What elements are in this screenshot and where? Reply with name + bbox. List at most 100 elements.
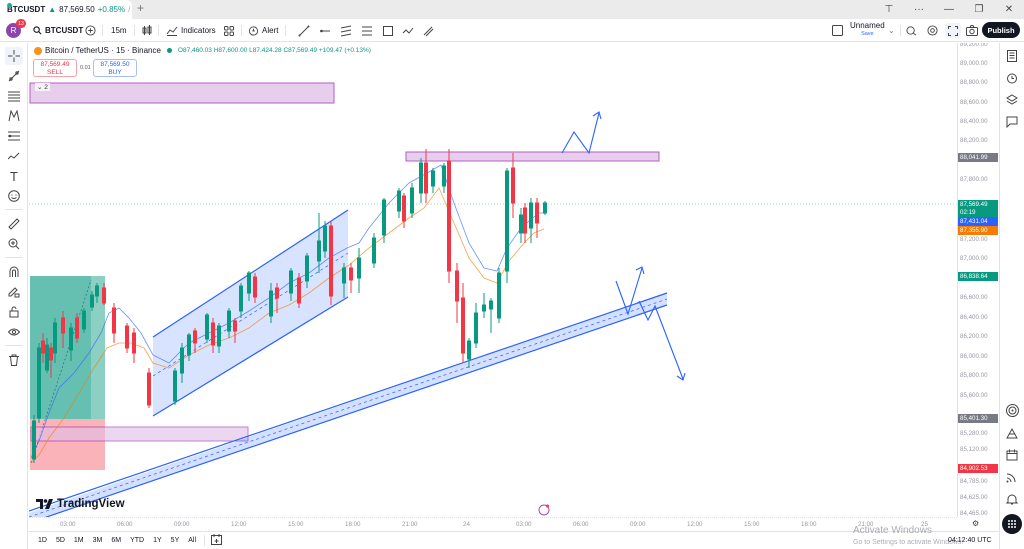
utc-clock[interactable]: 04:12:40 UTC (948, 537, 992, 544)
rectangle-button[interactable] (382, 23, 394, 38)
fib-button[interactable] (361, 23, 373, 38)
pin-icon[interactable]: ⊤ (884, 4, 894, 15)
symbol-search-button[interactable]: BTCUSDT (33, 23, 83, 38)
fib-tool[interactable] (5, 87, 23, 105)
time-label: 15:00 (288, 521, 304, 528)
screener-button[interactable] (1004, 402, 1020, 418)
snapshot-button[interactable] (966, 23, 978, 38)
scale-settings-button[interactable]: ⚙ (972, 519, 979, 528)
object-tree-button[interactable] (1004, 92, 1020, 108)
range-3m[interactable]: 3M (92, 537, 103, 544)
range-all[interactable]: All (188, 537, 197, 544)
streams-button[interactable] (1004, 469, 1020, 485)
zoom-in-tool[interactable] (5, 235, 23, 253)
fib-icon (8, 91, 20, 102)
spread-value: 0.01 (80, 65, 91, 71)
buy-label: BUY (108, 69, 122, 76)
time-scale[interactable]: 03:00 06:00 09:00 12:00 15:00 18:00 21:0… (29, 517, 957, 531)
support-price-tag: 85,401.30 (958, 414, 998, 423)
ideas-button[interactable] (1004, 425, 1020, 441)
interval-button[interactable]: 15m (111, 26, 127, 35)
range-1d[interactable]: 1D (38, 537, 47, 544)
range-5d[interactable]: 5D (55, 537, 65, 544)
range-6m[interactable]: 6M (111, 537, 122, 544)
range-5y[interactable]: 5Y (170, 537, 180, 544)
restore-button[interactable]: ❐ (974, 4, 984, 15)
range-1m[interactable]: 1M (73, 537, 84, 544)
time-label: 15:00 (744, 521, 760, 528)
chat-icon (1006, 116, 1018, 128)
lock-tool[interactable] (5, 303, 23, 321)
alarm-icon (248, 26, 259, 36)
legend-collapse-toggle[interactable]: ⌄ 2 (35, 83, 50, 91)
parallel-channel-button[interactable] (340, 23, 352, 38)
sell-label: SELL (47, 69, 63, 76)
pattern-tool[interactable] (5, 107, 23, 125)
target-icon (1005, 403, 1019, 417)
trend-line-tool[interactable] (5, 67, 23, 85)
more-icon[interactable]: ··· (914, 4, 924, 15)
time-label: 03:00 (60, 521, 76, 528)
browser-tab[interactable]: BTCUSDT ▲ 87,569.50 +0.85% / U (0, 0, 132, 19)
price-scale[interactable]: 89,200.00 89,000.00 88,800.00 88,600.00 … (957, 43, 999, 517)
remove-tool[interactable] (5, 351, 23, 369)
trend-line-button[interactable] (298, 23, 310, 38)
buy-button[interactable]: 87,569.50 BUY (93, 59, 137, 77)
magnet-tool[interactable] (5, 263, 23, 281)
price-label: 88,400.00 (960, 118, 988, 125)
minimize-button[interactable]: — (944, 4, 954, 15)
price-label: 84,625.00 (960, 494, 988, 501)
compare-button[interactable] (85, 23, 96, 38)
select-checkbox[interactable] (832, 23, 843, 38)
new-tab-button[interactable]: + (137, 1, 145, 15)
layout-dropdown[interactable]: ⌄ (888, 23, 895, 38)
forecast-tool[interactable] (5, 127, 23, 145)
indicators-button[interactable]: Indicators (166, 23, 216, 38)
stay-drawing-tool[interactable] (5, 283, 23, 301)
measure-tool[interactable] (5, 215, 23, 233)
tv-logo-icon (36, 499, 53, 509)
watermark-text: TradingView (57, 498, 125, 510)
apps-menu-button[interactable] (1002, 514, 1022, 534)
chats-button[interactable] (1004, 114, 1020, 130)
hide-tool[interactable] (5, 323, 23, 341)
horizontal-ray-button[interactable] (319, 23, 331, 38)
icon-tool[interactable] (5, 187, 23, 205)
resistance-price-tag: 88,041.99 (958, 153, 998, 162)
watchlist-button[interactable] (1004, 48, 1020, 64)
crosshair-tool[interactable] (5, 47, 23, 65)
ohlc-values: O87,460.03 H87,600.00 L87,424.28 C87,569… (177, 47, 371, 54)
tab-price: 87,569.50 (59, 5, 95, 14)
alarm-clock-icon (1007, 73, 1017, 84)
symbol-title[interactable]: Bitcoin / TetherUS · 15 · Binance (45, 46, 161, 55)
text-tool[interactable]: T (5, 167, 23, 185)
activate-windows-subtitle: Go to Settings to activate Windows. (853, 539, 964, 546)
alert-button[interactable]: Alert (248, 23, 278, 38)
go-to-date-button[interactable] (211, 534, 223, 547)
fullscreen-button[interactable] (945, 23, 961, 38)
sell-button[interactable]: 87,569.49 SELL (33, 59, 77, 77)
price-label: 85,600.00 (960, 392, 988, 399)
range-ytd[interactable]: YTD (130, 537, 145, 544)
brush-tool[interactable] (5, 147, 23, 165)
fullscreen-icon (948, 25, 958, 36)
range-1y[interactable]: 1Y (153, 537, 162, 544)
quick-search-button[interactable] (906, 23, 917, 38)
layout-name-button[interactable]: Unnamed Save (850, 21, 885, 40)
path-button[interactable] (402, 23, 414, 38)
activate-windows-title: Activate Windows (853, 525, 932, 536)
alerts-button[interactable] (1004, 70, 1020, 86)
price-label: 85,800.00 (960, 372, 988, 379)
calendar-button[interactable] (1004, 447, 1020, 463)
close-button[interactable]: ✕ (1004, 4, 1014, 15)
settings-button[interactable] (927, 23, 938, 38)
chart-pane[interactable] (29, 43, 957, 517)
brush-button[interactable] (422, 23, 434, 38)
notifications-button[interactable] (1004, 491, 1020, 507)
chart-type-button[interactable] (142, 23, 152, 38)
templates-button[interactable] (224, 23, 234, 38)
layers-icon (1006, 94, 1018, 105)
save-link[interactable]: Save (861, 31, 874, 37)
indicators-icon (166, 26, 178, 36)
publish-button[interactable]: Publish (982, 22, 1020, 38)
